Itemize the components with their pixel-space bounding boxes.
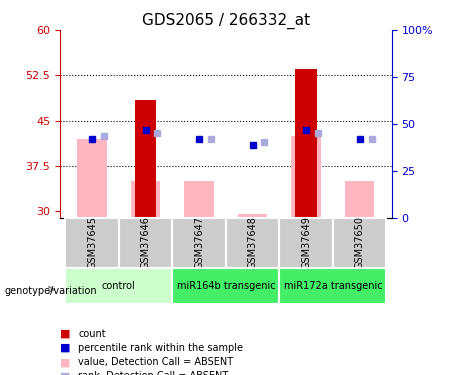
Text: GSM37649: GSM37649	[301, 216, 311, 269]
FancyBboxPatch shape	[119, 217, 172, 268]
Text: rank, Detection Call = ABSENT: rank, Detection Call = ABSENT	[78, 372, 229, 375]
Text: GSM37650: GSM37650	[355, 216, 365, 269]
Bar	[345, 181, 374, 218]
FancyBboxPatch shape	[65, 217, 119, 268]
FancyBboxPatch shape	[333, 217, 386, 268]
Bar	[131, 181, 160, 218]
Text: percentile rank within the sample: percentile rank within the sample	[78, 343, 243, 353]
Bar	[296, 69, 317, 218]
Text: miR172a transgenic: miR172a transgenic	[284, 281, 382, 291]
Text: ■: ■	[60, 329, 71, 339]
FancyBboxPatch shape	[172, 268, 279, 304]
Title: GDS2065 / 266332_at: GDS2065 / 266332_at	[142, 12, 310, 28]
Text: GSM37647: GSM37647	[194, 216, 204, 269]
Bar	[77, 139, 107, 218]
Text: GSM37645: GSM37645	[87, 216, 97, 269]
Text: count: count	[78, 329, 106, 339]
Bar	[238, 214, 267, 217]
Text: GSM37646: GSM37646	[141, 216, 151, 269]
Text: value, Detection Call = ABSENT: value, Detection Call = ABSENT	[78, 357, 233, 367]
Text: control: control	[102, 281, 136, 291]
FancyBboxPatch shape	[172, 217, 226, 268]
Text: ■: ■	[60, 372, 71, 375]
FancyBboxPatch shape	[279, 268, 386, 304]
Bar	[291, 136, 321, 218]
Bar	[135, 99, 156, 218]
Bar	[184, 181, 214, 218]
Text: ■: ■	[60, 357, 71, 367]
Text: miR164b transgenic: miR164b transgenic	[177, 281, 275, 291]
Text: ■: ■	[60, 343, 71, 353]
FancyBboxPatch shape	[226, 217, 279, 268]
FancyBboxPatch shape	[65, 268, 172, 304]
FancyBboxPatch shape	[279, 217, 333, 268]
Text: GSM37648: GSM37648	[248, 216, 258, 269]
Text: genotype/variation: genotype/variation	[5, 286, 97, 296]
